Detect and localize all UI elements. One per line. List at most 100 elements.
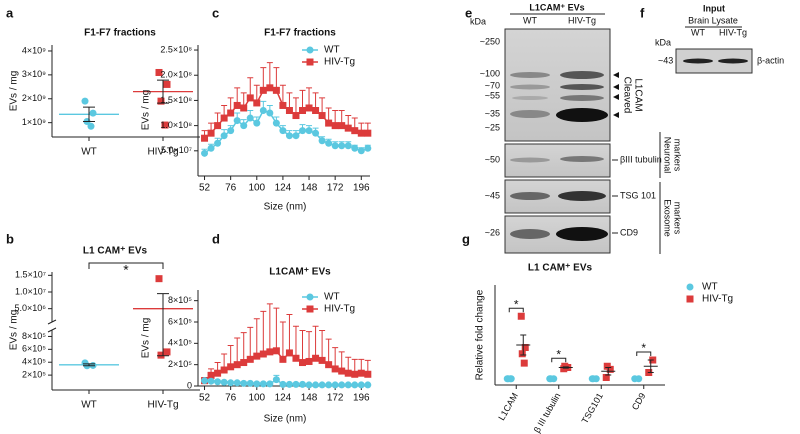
legend-marker xyxy=(686,283,694,291)
x-tick-label: 172 xyxy=(327,393,344,404)
data-point xyxy=(233,101,241,109)
data-point xyxy=(87,122,95,130)
y-tick-label: 2×10⁵ xyxy=(168,359,192,369)
data-point xyxy=(318,112,326,120)
data-point xyxy=(589,375,597,383)
data-point xyxy=(272,119,280,127)
data-point xyxy=(157,351,165,359)
kda-marker: ~26 xyxy=(485,227,500,237)
y-axis-label: Relative fold change xyxy=(475,289,486,380)
y-tick-label: 2.5×10⁸ xyxy=(160,44,192,54)
data-point xyxy=(285,380,293,388)
y-tick-label: 1.5×10⁷ xyxy=(15,270,46,280)
error-bar xyxy=(253,318,260,357)
band-label: β-actin xyxy=(757,55,784,65)
error-bar xyxy=(234,337,241,365)
data-point xyxy=(163,80,171,88)
error-bar xyxy=(273,307,280,351)
data-point xyxy=(305,104,313,112)
data-point xyxy=(253,352,261,360)
chart-title: F1-F7 fractions xyxy=(264,28,336,39)
data-point xyxy=(312,354,320,362)
data-point xyxy=(344,369,352,377)
data-point xyxy=(81,97,89,105)
chart-title: F1-F7 fractions xyxy=(84,28,156,39)
data-point xyxy=(364,144,372,152)
error-bar xyxy=(312,325,319,359)
data-point xyxy=(207,377,215,385)
data-point xyxy=(214,369,222,377)
legend-marker xyxy=(306,46,314,54)
panel-letter: b xyxy=(6,231,14,246)
data-point xyxy=(233,379,241,387)
bands xyxy=(510,71,608,241)
data-point xyxy=(207,129,215,137)
data-point xyxy=(214,378,222,386)
y-tick-label: 1.5×10⁸ xyxy=(160,95,192,105)
data-point xyxy=(518,350,526,358)
data-point xyxy=(285,349,293,357)
data-point xyxy=(155,68,163,76)
y-tick-label: 6×10⁵ xyxy=(168,316,192,326)
data-point xyxy=(207,371,215,379)
band-label: βIII tubulin xyxy=(620,154,662,164)
y-axis-label: EVs / mg xyxy=(9,310,20,351)
x-tick-label: 52 xyxy=(199,393,211,404)
group-label: markers xyxy=(673,202,683,235)
data-point xyxy=(344,381,352,389)
significance-label: * xyxy=(123,262,129,278)
data-point xyxy=(299,359,307,367)
data-point xyxy=(155,275,163,283)
data-point xyxy=(602,374,610,381)
error-bar xyxy=(319,330,326,361)
significance-label: * xyxy=(514,297,519,311)
legend-marker xyxy=(306,305,314,313)
data-point xyxy=(201,134,209,142)
sem-bar xyxy=(605,367,612,376)
data-point xyxy=(547,375,555,383)
data-point xyxy=(357,369,365,377)
kda-marker: ~43 xyxy=(658,55,673,65)
data-point xyxy=(272,86,280,94)
kda-marker: ~35 xyxy=(485,108,500,118)
data-point xyxy=(233,361,241,369)
data-point xyxy=(364,381,372,389)
blot-panel-e: e L1CAM⁺ EVs WT HIV-Tg kDa ~250 ~100 ~70… xyxy=(465,2,683,254)
y-tick-label: 8×10⁵ xyxy=(168,295,192,305)
band xyxy=(718,58,748,64)
kda-marker: ~50 xyxy=(485,154,500,164)
y-tick-label: 2.0×10⁸ xyxy=(160,70,192,80)
panel-letter: g xyxy=(462,231,470,246)
x-tick-label: 100 xyxy=(248,183,265,194)
data-point xyxy=(331,142,339,150)
y-tick-label: 0 xyxy=(187,380,192,390)
data-point xyxy=(325,361,333,369)
data-point xyxy=(272,376,280,384)
x-tick-label: 52 xyxy=(199,183,211,194)
band-label: Cleaved xyxy=(621,77,632,114)
data-point xyxy=(227,109,235,117)
error-bar xyxy=(286,314,293,353)
panel-letter: c xyxy=(212,5,219,20)
data-point xyxy=(351,127,359,135)
legend-marker xyxy=(306,293,314,301)
data-point xyxy=(259,107,267,114)
data-point xyxy=(292,132,300,140)
y-tick-label: 8×10⁵ xyxy=(22,331,46,341)
data-point xyxy=(246,355,254,363)
panel-letter: d xyxy=(212,231,220,246)
data-point xyxy=(312,129,320,137)
data-point xyxy=(279,101,287,109)
error-bar xyxy=(240,332,247,363)
data-point xyxy=(240,122,248,130)
data-point xyxy=(299,107,307,114)
band-label: CD9 xyxy=(620,227,638,237)
data-point xyxy=(272,347,280,355)
data-point xyxy=(344,142,352,150)
data-point xyxy=(331,381,339,389)
data-point xyxy=(325,381,333,389)
sem-bar xyxy=(157,79,169,104)
significance-label: * xyxy=(641,341,646,355)
x-tick-label: HIV-Tg xyxy=(147,147,178,158)
